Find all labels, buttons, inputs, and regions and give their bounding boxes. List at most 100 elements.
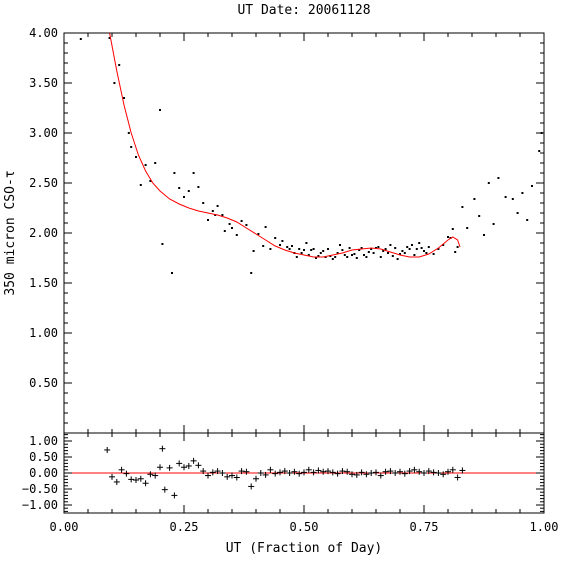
residual-point (358, 469, 365, 476)
data-point (118, 64, 121, 66)
data-point (331, 258, 334, 260)
main-y-tick-labels: 0.50 1.00 1.50 2.00 2.50 3.00 3.50 4.00 (29, 26, 58, 390)
data-point (291, 245, 293, 247)
residual-point (397, 468, 403, 475)
data-point (504, 196, 507, 198)
data-point (264, 226, 267, 228)
residual-point (281, 468, 288, 475)
residual-point (128, 476, 135, 483)
residual-point (118, 466, 125, 473)
data-point (478, 215, 481, 217)
data-point (351, 254, 353, 256)
data-point (216, 205, 219, 207)
residual-y-tick-label: −0.50 (22, 482, 58, 496)
data-point (298, 248, 301, 250)
data-point (197, 186, 200, 188)
data-point (269, 248, 272, 250)
residual-point (161, 486, 168, 493)
residual-point (133, 477, 139, 484)
residual-point (224, 473, 231, 480)
data-point (538, 150, 541, 152)
data-point (288, 248, 291, 250)
data-point (317, 255, 320, 257)
data-point (211, 210, 214, 212)
residual-point (353, 471, 360, 478)
residual-y-tick-label: 0.50 (29, 450, 58, 464)
data-point (262, 245, 265, 247)
data-point (353, 253, 356, 255)
residual-point (190, 457, 197, 464)
x-tick-label: 0.25 (170, 520, 199, 534)
data-points (79, 37, 543, 274)
data-point (425, 252, 428, 254)
data-point (516, 212, 519, 214)
data-point (420, 247, 423, 249)
residual-point (200, 468, 207, 475)
data-point (171, 272, 173, 274)
residual-point (440, 471, 447, 478)
data-point (360, 247, 363, 249)
data-point (348, 247, 351, 249)
residual-point (454, 474, 461, 481)
data-point (295, 256, 298, 258)
residual-y-tick-label: 1.00 (29, 434, 58, 448)
data-point (447, 236, 449, 238)
data-point (303, 249, 305, 251)
data-point (387, 252, 389, 254)
residual-y-tick-label: −1.00 (22, 498, 58, 512)
residual-point (181, 464, 187, 471)
residual-point (209, 469, 216, 476)
data-point (408, 248, 411, 250)
data-point (521, 192, 524, 194)
residual-point (320, 468, 327, 475)
y-tick-label: 0.50 (29, 376, 58, 390)
data-point (511, 198, 514, 200)
data-point (413, 254, 416, 256)
residual-point (349, 471, 355, 478)
residual-point (344, 468, 351, 475)
data-point (183, 196, 185, 198)
residual-point (253, 475, 259, 482)
data-point (487, 182, 490, 184)
x-tick-label: 1.00 (530, 520, 559, 534)
data-point (384, 248, 387, 250)
data-point (108, 37, 111, 39)
y-tick-label: 3.00 (29, 126, 58, 140)
data-point (355, 257, 358, 259)
residual-point (205, 472, 211, 479)
data-point (322, 250, 325, 252)
y-tick-label: 2.00 (29, 226, 58, 240)
residual-points (104, 445, 466, 499)
data-point (315, 257, 317, 259)
residual-point (176, 460, 183, 467)
data-point (437, 248, 440, 250)
data-point (365, 256, 368, 258)
residual-point (171, 492, 178, 499)
residual-point (334, 470, 341, 477)
data-point (379, 256, 382, 258)
residual-point (305, 466, 312, 473)
data-point (343, 254, 346, 256)
residual-point (137, 475, 144, 482)
data-point (192, 172, 195, 174)
data-point (454, 251, 457, 253)
x-tick-label: 0.50 (290, 520, 319, 534)
data-point (497, 177, 500, 179)
residual-point (219, 470, 226, 476)
data-point (228, 223, 231, 225)
data-point (113, 82, 116, 84)
data-point (123, 97, 125, 99)
data-point (394, 247, 397, 249)
residual-point (262, 471, 269, 478)
data-point (336, 252, 339, 254)
residual-point (401, 470, 408, 477)
data-point (310, 249, 313, 251)
data-point (235, 234, 238, 236)
data-point (173, 172, 176, 174)
data-point (319, 252, 322, 254)
x-tick-label: 0.00 (50, 520, 79, 534)
data-point (154, 162, 157, 164)
data-point (286, 246, 289, 248)
data-point (139, 184, 142, 186)
data-point (363, 254, 365, 256)
